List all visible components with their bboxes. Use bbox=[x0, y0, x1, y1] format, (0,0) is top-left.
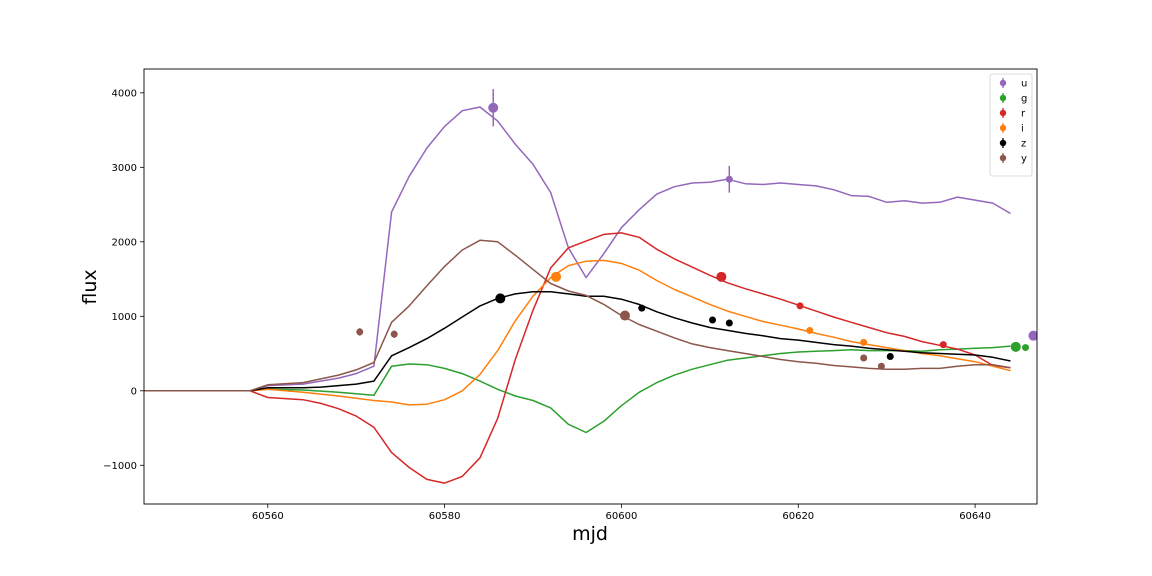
data-point-r bbox=[796, 302, 804, 310]
data-point-y bbox=[877, 362, 885, 370]
x-tick-label: 60600 bbox=[606, 511, 638, 522]
data-point-r bbox=[939, 341, 947, 349]
y-tick-label: 2000 bbox=[112, 237, 137, 248]
series-line-u bbox=[144, 106, 1011, 392]
data-point-y bbox=[390, 330, 398, 338]
y-axis-ticks: −1000 0 1000 2000 3000 4000 bbox=[103, 88, 144, 472]
data-point-i bbox=[860, 338, 868, 346]
y-tick-label: 0 bbox=[131, 386, 137, 397]
y-tick-label: 3000 bbox=[112, 163, 137, 174]
series-line-i bbox=[144, 259, 1011, 406]
data-point-z bbox=[638, 304, 646, 312]
data-point-u bbox=[488, 102, 499, 113]
legend-marker-y bbox=[999, 154, 1007, 162]
data-point-y bbox=[860, 354, 868, 362]
legend-label-y: y bbox=[1021, 154, 1027, 165]
data-point-g bbox=[1010, 341, 1021, 352]
legend-marker-i bbox=[999, 124, 1007, 132]
data-point-z bbox=[709, 316, 717, 324]
data-point-i bbox=[551, 271, 562, 282]
data-point-z bbox=[725, 319, 733, 327]
y-tick-label: 1000 bbox=[112, 312, 137, 323]
series-layer bbox=[144, 89, 1037, 484]
data-point-i bbox=[806, 326, 814, 334]
series-line-r bbox=[144, 232, 1011, 484]
data-point-z bbox=[886, 353, 894, 361]
series-line-y bbox=[144, 239, 1011, 392]
x-tick-label: 60640 bbox=[959, 511, 991, 522]
series-line-g bbox=[144, 345, 1011, 434]
legend-marker-u bbox=[999, 79, 1007, 87]
x-tick-label: 60560 bbox=[252, 511, 284, 522]
legend-marker-r bbox=[999, 109, 1007, 117]
data-point-g bbox=[1022, 344, 1030, 352]
y-axis-title: flux bbox=[79, 269, 101, 304]
legend-label-g: g bbox=[1021, 94, 1027, 105]
legend-marker-g bbox=[999, 94, 1007, 102]
data-point-y bbox=[619, 310, 630, 321]
legend-label-r: r bbox=[1021, 109, 1026, 120]
y-tick-label: −1000 bbox=[103, 461, 137, 472]
x-tick-label: 60580 bbox=[429, 511, 461, 522]
data-point-z bbox=[495, 293, 506, 304]
legend-label-z: z bbox=[1021, 139, 1026, 150]
legend-marker-z bbox=[999, 139, 1007, 147]
plot-area bbox=[144, 69, 1037, 504]
x-axis-ticks: 60560 60580 60600 60620 60640 bbox=[252, 504, 991, 522]
data-point-r bbox=[716, 271, 727, 282]
legend-label-u: u bbox=[1021, 79, 1027, 90]
data-point-u bbox=[725, 175, 733, 183]
x-tick-label: 60620 bbox=[782, 511, 814, 522]
x-axis-title: mjd bbox=[572, 523, 608, 545]
plot-frame bbox=[143, 68, 1038, 505]
series-line-z bbox=[144, 290, 1011, 392]
data-point-u bbox=[1028, 330, 1037, 341]
legend-label-i: i bbox=[1021, 124, 1024, 135]
data-point-y bbox=[356, 328, 364, 336]
y-tick-label: 4000 bbox=[112, 88, 137, 99]
